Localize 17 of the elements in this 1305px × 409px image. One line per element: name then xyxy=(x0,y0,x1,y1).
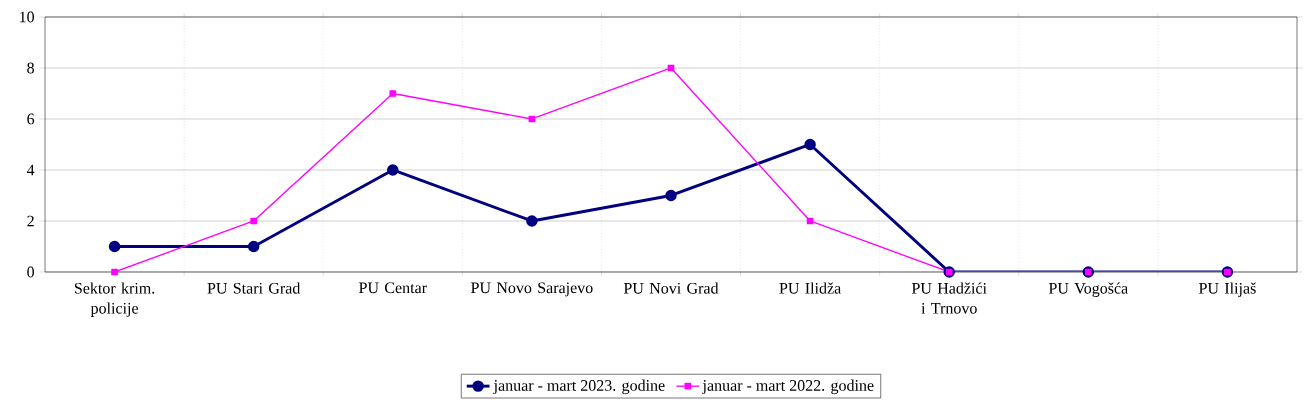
y-tick-label: 2 xyxy=(27,215,34,227)
y-tick-label: 0 xyxy=(27,266,34,278)
x-tick-label: PU Centar xyxy=(359,282,427,294)
y-tick-label: 6 xyxy=(27,113,35,125)
y-tick-label: 8 xyxy=(27,62,34,74)
x-tick-label: PU Ilidža xyxy=(779,282,841,294)
x-tick-label: PU Stari Grad xyxy=(207,282,301,294)
x-tick-label: Sektor krim. policije xyxy=(74,282,155,317)
legend-label: januar - mart 2022. godine xyxy=(702,379,874,395)
x-tick-label: PU Ilijaš xyxy=(1199,282,1256,297)
x-tick-label: PU Hadžići i Trnovo xyxy=(911,282,987,314)
x-tick-label: PU Vogošća xyxy=(1048,282,1128,297)
legend-label: januar - mart 2023. godine xyxy=(493,379,665,395)
x-tick-label: PU Novo Sarajevo xyxy=(471,282,593,297)
y-tick-label: 10 xyxy=(20,11,34,23)
x-tick-label: PU Novi Grad xyxy=(623,282,719,294)
y-tick-label: 4 xyxy=(26,164,35,176)
